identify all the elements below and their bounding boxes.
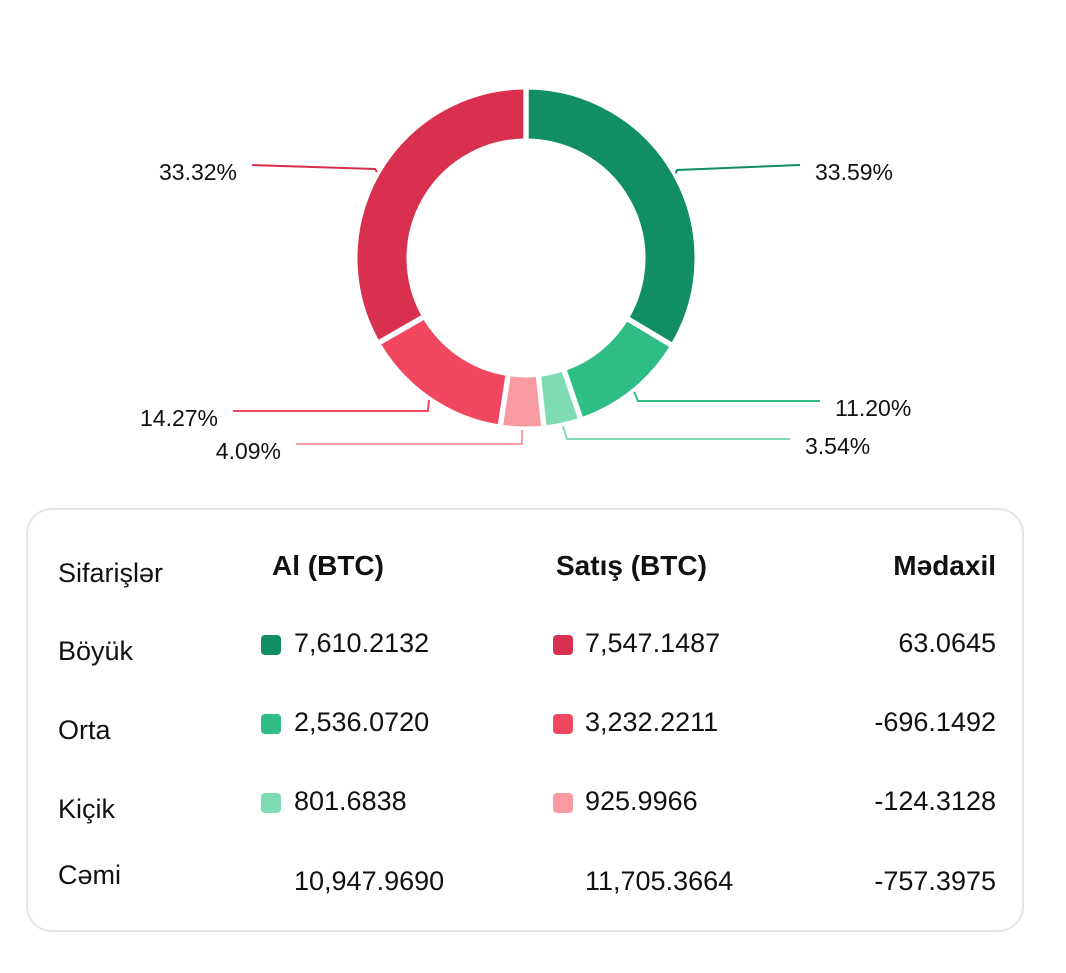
row-small-buy: 801.6838 xyxy=(294,786,407,816)
slice-percent-label: 14.27% xyxy=(140,405,218,431)
row-small-net: -124.3128 xyxy=(874,786,996,816)
row-medium-name: Orta xyxy=(58,715,111,745)
slice-percent-label: 11.20% xyxy=(835,395,911,421)
header-buy: Al (BTC) xyxy=(272,550,384,581)
buy-small-swatch xyxy=(261,793,281,813)
slice-percent-label: 33.32% xyxy=(159,159,237,185)
row-large-net: 63.0645 xyxy=(898,628,996,658)
row-large-buy: 7,610.2132 xyxy=(294,628,430,658)
sell-medium-swatch xyxy=(553,714,573,734)
slice-percent-label: 33.59% xyxy=(815,159,893,185)
row-total-name: Cəmi xyxy=(58,860,122,890)
buy-medium-swatch xyxy=(261,714,281,734)
header-orders: Sifarişlər xyxy=(58,558,164,588)
sell-small-swatch xyxy=(553,793,573,813)
donut-slice xyxy=(377,315,509,428)
row-medium-buy: 2,536.0720 xyxy=(294,707,430,737)
donut-slice xyxy=(563,317,674,421)
row-total-net: -757.3975 xyxy=(874,866,996,896)
slice-leader-line xyxy=(561,425,790,440)
row-small-name: Kiçik xyxy=(58,794,116,824)
slice-leader-line xyxy=(296,429,524,445)
header-net: Mədaxil xyxy=(893,550,996,581)
row-large-sell: 7,547.1487 xyxy=(585,628,721,658)
donut-slice xyxy=(354,86,527,344)
slice-leader-line xyxy=(251,164,378,173)
row-medium-sell: 3,232.2211 xyxy=(585,707,719,737)
donut-chart: 33.59% 11.20% 3.54% 4.09% 14.27% 33.32% xyxy=(140,86,911,464)
donut-slice xyxy=(537,368,582,429)
row-small-sell: 925.9966 xyxy=(585,786,698,816)
slice-leader-line xyxy=(233,399,430,412)
donut-slice xyxy=(525,86,698,347)
orders-table-card: Sifarişlər Al (BTC) Satış (BTC) Mədaxil … xyxy=(26,508,1024,932)
slice-leader-line xyxy=(633,391,820,402)
donut-slice xyxy=(499,373,545,430)
sell-large-swatch xyxy=(553,635,573,655)
slice-leader-line xyxy=(674,164,801,174)
header-sell: Satış (BTC) xyxy=(556,550,707,581)
row-large-name: Böyük xyxy=(58,636,134,666)
slice-percent-label: 4.09% xyxy=(216,438,281,464)
row-medium-net: -696.1492 xyxy=(874,707,996,737)
slice-percent-label: 3.54% xyxy=(805,433,870,459)
row-total-sell: 11,705.3664 xyxy=(585,866,734,896)
buy-large-swatch xyxy=(261,635,281,655)
row-total-buy: 10,947.9690 xyxy=(294,866,445,896)
